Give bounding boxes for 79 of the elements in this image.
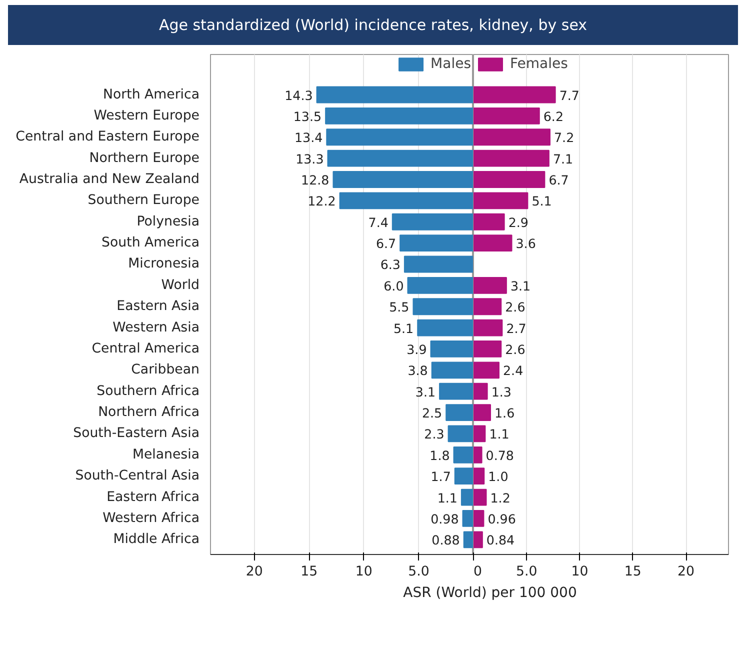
data-label: 0.84 xyxy=(486,532,515,548)
x-tick-label: 10 xyxy=(571,564,588,580)
data-label: 3.9 xyxy=(406,342,427,357)
data-label: 3.8 xyxy=(408,363,428,378)
y-tick-label: Northern Europe xyxy=(89,150,200,166)
y-tick-label: Western Asia xyxy=(112,320,200,336)
data-label: 13.4 xyxy=(294,130,323,146)
y-tick-label: Western Europe xyxy=(94,108,200,124)
x-tick-label: 0 xyxy=(474,564,482,580)
data-label: 1.1 xyxy=(437,490,458,506)
data-label: 2.3 xyxy=(424,426,444,442)
y-tick-label: Central America xyxy=(92,341,200,356)
data-label: 2.6 xyxy=(505,300,526,315)
legend-label: Females xyxy=(510,56,568,72)
data-label: 2.6 xyxy=(505,342,526,357)
x-tick-label: 10 xyxy=(355,564,372,580)
data-label: 13.5 xyxy=(293,108,322,124)
y-tick-label: Australia and New Zealand xyxy=(19,172,200,187)
bar xyxy=(404,256,473,273)
data-label: 1.0 xyxy=(488,469,508,484)
y-tick-label: Eastern Africa xyxy=(106,490,200,505)
y-tick-label: Middle Africa xyxy=(113,532,200,548)
y-tick-label: South-Central Asia xyxy=(75,468,200,484)
data-label: 6.7 xyxy=(376,236,396,252)
y-tick-label: North America xyxy=(103,87,200,102)
y-tick-label: Polynesia xyxy=(136,214,200,230)
data-label: 3.6 xyxy=(516,236,536,252)
legend-label: Males xyxy=(430,56,471,72)
data-label: 6.0 xyxy=(384,278,404,294)
y-tick-label: Northern Africa xyxy=(98,405,200,420)
data-label: 12.8 xyxy=(301,172,330,188)
data-label: 1.3 xyxy=(491,384,512,400)
data-label: 5.1 xyxy=(393,320,414,336)
data-label: 0.96 xyxy=(488,511,516,526)
data-label: 1.1 xyxy=(489,426,510,442)
data-label: 1.8 xyxy=(430,448,450,463)
data-label: 5.5 xyxy=(389,300,410,315)
data-label: 13.3 xyxy=(296,151,324,166)
y-tick-label: Melanesia xyxy=(132,447,200,462)
y-tick-label: South-Eastern Asia xyxy=(73,426,200,442)
data-label: 0.88 xyxy=(432,532,460,548)
data-label: 2.7 xyxy=(506,320,526,336)
y-tick-label: Southern Africa xyxy=(96,384,200,399)
data-label: 14.3 xyxy=(284,88,313,103)
data-label: 3.1 xyxy=(510,278,531,294)
data-label: 1.6 xyxy=(494,406,515,421)
x-tick-label: 5.0 xyxy=(408,564,430,580)
y-tick-label: South America xyxy=(102,236,200,251)
data-label: 3.1 xyxy=(415,384,436,400)
x-tick-label: 15 xyxy=(300,564,318,580)
data-label: 2.4 xyxy=(503,363,524,378)
data-label: 2.5 xyxy=(422,406,442,421)
x-tick-label: 20 xyxy=(678,564,694,580)
data-label: 6.7 xyxy=(548,172,569,188)
data-label: 7.1 xyxy=(552,151,574,166)
y-tick-label: Micronesia xyxy=(128,256,200,272)
y-tick-label: Central and Eastern Europe xyxy=(16,130,200,145)
data-label: 2.9 xyxy=(508,214,528,230)
x-tick-label: 15 xyxy=(624,564,642,580)
y-tick-label: World xyxy=(161,278,200,293)
data-label: 0.78 xyxy=(486,448,514,463)
data-label: 6.2 xyxy=(543,108,564,124)
data-label: 6.3 xyxy=(380,257,400,272)
x-tick-label: 5.0 xyxy=(516,564,538,580)
y-tick-label: Southern Europe xyxy=(88,193,200,208)
x-axis-title: ASR (World) per 100 000 xyxy=(403,584,577,603)
x-tick-label: 20 xyxy=(246,564,263,580)
y-tick-label: Western Africa xyxy=(102,510,200,526)
chart-title: Age standardized (World) incidence rates, kidney, by sex xyxy=(158,15,588,36)
data-label: 5.1 xyxy=(532,194,552,209)
data-label: 0.98 xyxy=(430,511,459,526)
data-label: 7.7 xyxy=(559,88,580,103)
data-label: 7.2 xyxy=(554,130,574,146)
data-label: 12.2 xyxy=(308,194,336,209)
data-label: 1.7 xyxy=(430,469,451,484)
y-tick-label: Caribbean xyxy=(131,362,200,378)
data-label: 7.4 xyxy=(368,214,388,230)
data-label: 1.2 xyxy=(490,490,510,506)
y-tick-label: Eastern Asia xyxy=(116,299,200,314)
